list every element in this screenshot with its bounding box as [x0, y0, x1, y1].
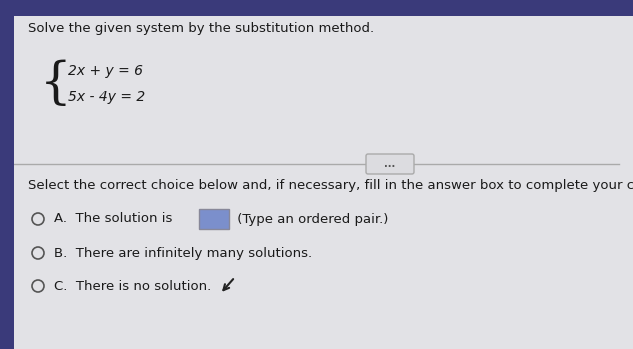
Text: 5x - 4y = 2: 5x - 4y = 2 — [68, 90, 145, 104]
Text: 2x + y = 6: 2x + y = 6 — [68, 64, 143, 78]
Text: Solve the given system by the substitution method.: Solve the given system by the substituti… — [28, 22, 374, 35]
Text: A.  The solution is: A. The solution is — [54, 213, 172, 225]
FancyBboxPatch shape — [366, 154, 414, 174]
Text: (Type an ordered pair.): (Type an ordered pair.) — [233, 213, 389, 225]
Text: {: { — [40, 59, 72, 109]
Text: B.  There are infinitely many solutions.: B. There are infinitely many solutions. — [54, 246, 312, 260]
Text: ...: ... — [384, 159, 396, 169]
Text: Select the correct choice below and, if necessary, fill in the answer box to com: Select the correct choice below and, if … — [28, 179, 633, 192]
Text: C.  There is no solution.: C. There is no solution. — [54, 280, 211, 292]
FancyBboxPatch shape — [199, 209, 229, 229]
